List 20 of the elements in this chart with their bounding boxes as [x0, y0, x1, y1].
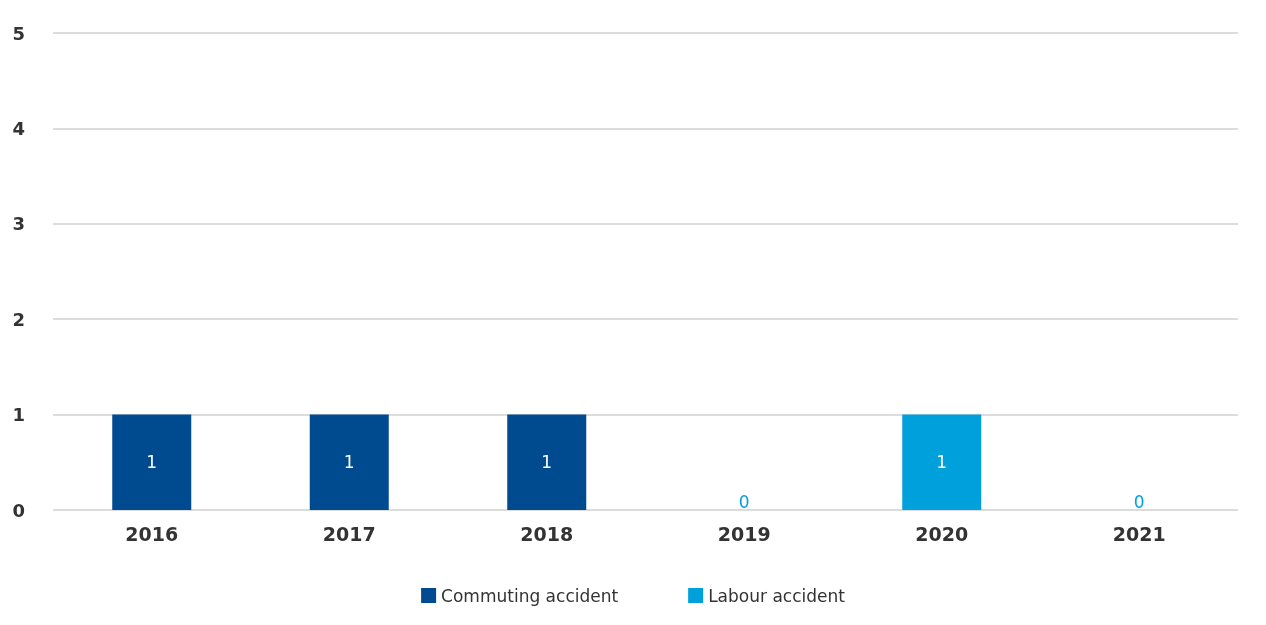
data-label: 1 [541, 452, 553, 473]
x-tick-label: 2019 [717, 522, 771, 545]
data-label: 0 [1133, 491, 1145, 512]
y-tick-label: 2 [12, 308, 25, 330]
x-tick-label: 2020 [915, 522, 969, 545]
y-tick-label: 0 [12, 499, 25, 521]
x-tick-label: 2017 [322, 522, 376, 545]
y-tick-label: 5 [12, 22, 25, 44]
y-tick-label: 3 [12, 213, 25, 235]
data-label: 1 [343, 452, 355, 473]
data-label: 0 [738, 491, 750, 512]
y-tick-label: 4 [12, 117, 25, 139]
data-label: 1 [936, 452, 948, 473]
legend-label: Commuting accident [441, 585, 619, 606]
y-tick-label: 1 [12, 404, 25, 426]
x-tick-label: 2018 [520, 522, 574, 545]
data-label: 1 [146, 452, 158, 473]
x-tick-label: 2021 [1112, 522, 1166, 545]
x-tick-label: 2016 [125, 522, 179, 545]
legend-label: Labour accident [708, 585, 846, 606]
